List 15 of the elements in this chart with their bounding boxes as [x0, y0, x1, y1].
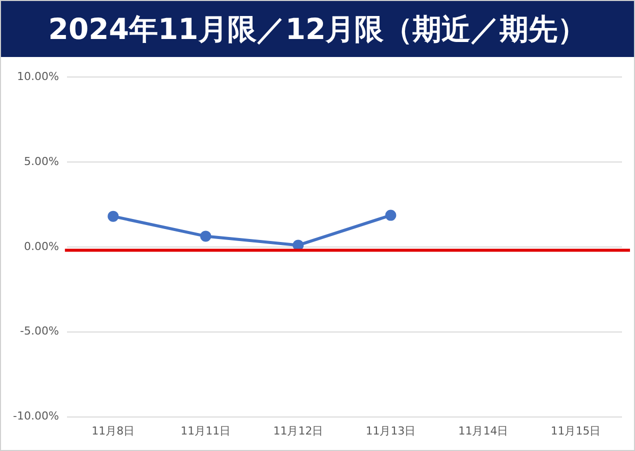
y-tick-label: 0.00% — [24, 240, 59, 253]
point — [108, 210, 119, 222]
y-tick-label: 5.00% — [24, 154, 59, 168]
chart-title: 2024年11月限／12月限（期近／期先） — [1, 1, 634, 57]
point — [385, 210, 396, 221]
y-tick-label: -10.00% — [12, 410, 59, 423]
x-tick-label: 11月15日 — [550, 424, 601, 438]
x-tick-label: 11月12日 — [273, 424, 324, 438]
point — [200, 230, 212, 242]
x-tick-label: 11月13日 — [366, 424, 416, 438]
x-tick-label: 11月14日 — [458, 424, 508, 438]
y-tick-label: 10.00% — [16, 70, 59, 83]
x-tick-label: 11月8日 — [92, 424, 135, 438]
x-tick-label: 11月11日 — [180, 424, 231, 438]
y-tick-label: -5.00% — [20, 324, 59, 338]
